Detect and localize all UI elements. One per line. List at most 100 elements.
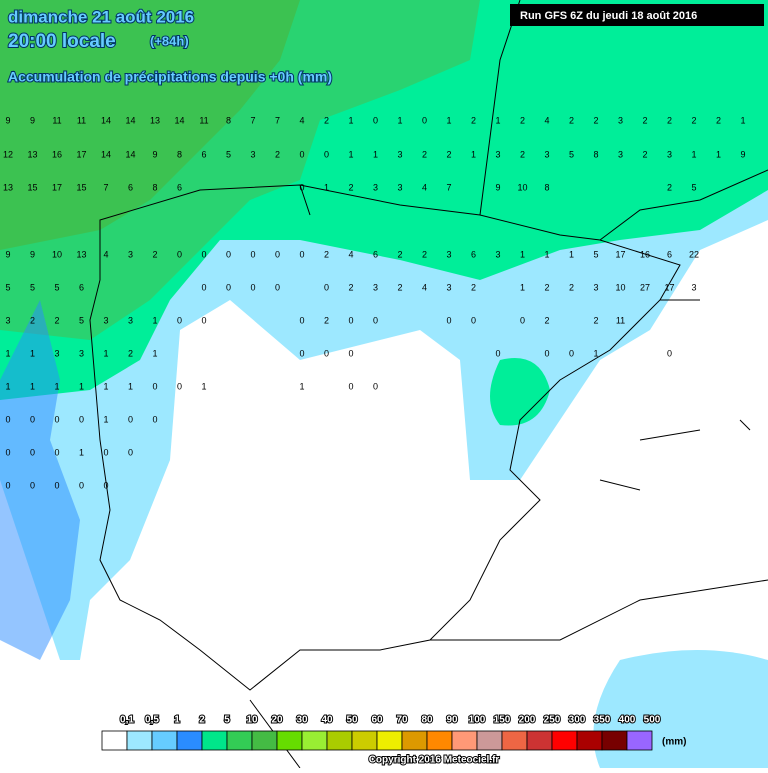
grid-value: 0 xyxy=(54,447,59,457)
grid-value: 4 xyxy=(422,282,427,292)
grid-value: 8 xyxy=(152,182,157,192)
legend-label: 200 xyxy=(519,715,536,726)
legend-swatch xyxy=(576,730,603,751)
grid-value: 3 xyxy=(373,282,378,292)
legend-label: 300 xyxy=(569,715,586,726)
grid-value: 8 xyxy=(226,115,231,125)
legend-label: 0,1 xyxy=(120,715,134,726)
grid-value: 3 xyxy=(593,282,598,292)
grid-value: 10 xyxy=(517,182,527,192)
grid-value: 0 xyxy=(54,480,59,490)
grid-value: 13 xyxy=(76,249,86,259)
grid-value: 2 xyxy=(471,282,476,292)
grid-value: 22 xyxy=(689,249,699,259)
legend-swatch xyxy=(226,730,253,751)
grid-value: 10 xyxy=(615,282,625,292)
grid-value: 0 xyxy=(201,282,206,292)
grid-value: 6 xyxy=(177,182,182,192)
grid-value: 7 xyxy=(275,115,280,125)
grid-value: 3 xyxy=(397,182,402,192)
grid-value: 3 xyxy=(250,149,255,159)
legend-swatch xyxy=(251,730,278,751)
grid-value: 6 xyxy=(667,249,672,259)
grid-value: 9 xyxy=(30,249,35,259)
grid-value: 2 xyxy=(397,282,402,292)
grid-value: 0 xyxy=(667,348,672,358)
legend-label: 500 xyxy=(644,715,661,726)
grid-value: 1 xyxy=(348,115,353,125)
grid-value: 0 xyxy=(128,414,133,424)
grid-value: 0 xyxy=(299,348,304,358)
grid-values: 9 9 11 11 14 14 13 14 11 8 7 7 4 2 1 0 1 0 1 2 1 2 4 2 2 3 2 2 2 2 112… xyxy=(3,115,746,490)
grid-value: 5 xyxy=(569,149,574,159)
grid-value: 3 xyxy=(495,149,500,159)
grid-value: 1 xyxy=(201,381,206,391)
grid-value: 0 xyxy=(275,249,280,259)
grid-value: 8 xyxy=(177,149,182,159)
grid-value: 2 xyxy=(324,315,329,325)
title: dimanche 21 août 2016 xyxy=(8,7,194,26)
legend-swatch xyxy=(426,730,453,751)
grid-value: 12 xyxy=(3,149,13,159)
legend-label: 50 xyxy=(346,715,358,726)
grid-value: 14 xyxy=(174,115,184,125)
grid-value: 9 xyxy=(30,115,35,125)
grid-value: 1 xyxy=(495,115,500,125)
grid-value: 11 xyxy=(199,115,208,125)
grid-value: 1 xyxy=(324,182,329,192)
grid-value: 0 xyxy=(30,480,35,490)
grid-value: 27 xyxy=(640,282,650,292)
grid-value: 6 xyxy=(471,249,476,259)
grid-value: 0 xyxy=(5,447,10,457)
grid-value: 1 xyxy=(740,115,745,125)
subtitle: Accumulation de précipitations depuis +0… xyxy=(8,69,332,85)
grid-value: 0 xyxy=(544,348,549,358)
grid-value: 3 xyxy=(618,115,623,125)
grid-value: 1 xyxy=(569,249,574,259)
grid-value: 5 xyxy=(691,182,696,192)
grid-value: 7 xyxy=(446,182,451,192)
grid-value: 0 xyxy=(569,348,574,358)
grid-value: 0 xyxy=(152,414,157,424)
legend-label: 5 xyxy=(224,715,230,726)
legend-label: 400 xyxy=(619,715,636,726)
grid-value: 0 xyxy=(201,249,206,259)
grid-value: 8 xyxy=(544,182,549,192)
grid-value: 2 xyxy=(544,282,549,292)
grid-value: 0 xyxy=(422,115,427,125)
legend-label: 350 xyxy=(594,715,611,726)
grid-value: 6 xyxy=(128,182,133,192)
grid-value: 4 xyxy=(348,249,353,259)
grid-value: 2 xyxy=(667,182,672,192)
legend-label: 80 xyxy=(421,715,433,726)
grid-value: 0 xyxy=(348,348,353,358)
grid-value: 1 xyxy=(54,381,59,391)
grid-value: 0 xyxy=(250,249,255,259)
grid-value: 14 xyxy=(125,149,135,159)
grid-value: 1 xyxy=(299,381,304,391)
grid-value: 2 xyxy=(569,282,574,292)
legend-swatch xyxy=(626,730,653,751)
grid-value: 1 xyxy=(446,115,451,125)
grid-value: 9 xyxy=(740,149,745,159)
grid-value: 2 xyxy=(593,315,598,325)
grid-value: 3 xyxy=(79,348,84,358)
grid-value: 0 xyxy=(5,414,10,424)
grid-value: 1 xyxy=(5,381,10,391)
legend-swatch xyxy=(201,730,228,751)
legend-swatch xyxy=(126,730,153,751)
grid-value: 0 xyxy=(324,348,329,358)
grid-value: 2 xyxy=(593,115,598,125)
grid-value: 0 xyxy=(275,282,280,292)
grid-value: 3 xyxy=(397,149,402,159)
legend-label: 2 xyxy=(199,715,205,726)
grid-value: 14 xyxy=(101,115,111,125)
grid-value: 0 xyxy=(128,447,133,457)
legend-label: 20 xyxy=(271,715,283,726)
grid-value: 4 xyxy=(103,249,108,259)
grid-value: 4 xyxy=(299,115,304,125)
grid-value: 0 xyxy=(152,381,157,391)
grid-value: 1 xyxy=(79,381,84,391)
grid-value: 0 xyxy=(103,447,108,457)
